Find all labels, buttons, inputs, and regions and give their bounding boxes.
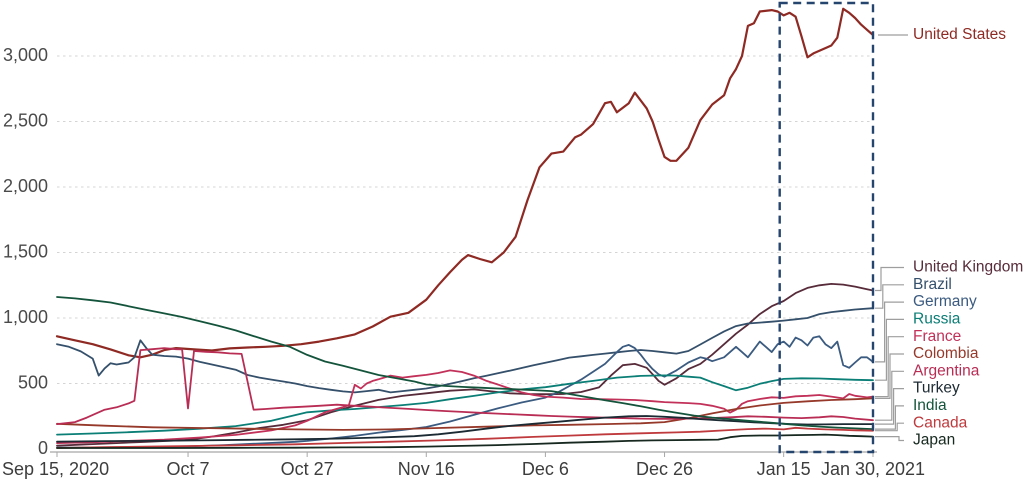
label-leader-line xyxy=(875,266,904,292)
x-tick-label: Dec 26 xyxy=(636,459,693,479)
series-label-russia[interactable]: Russia xyxy=(913,310,961,327)
series-line-argentina xyxy=(56,347,874,426)
y-tick-label: 500 xyxy=(18,372,48,392)
label-leader-line xyxy=(875,301,904,363)
x-tick-label: Oct 27 xyxy=(281,459,334,479)
date-range-highlight-box[interactable] xyxy=(778,1,875,454)
y-tick-label: 1,500 xyxy=(3,241,48,261)
series-line-brazil xyxy=(56,307,874,394)
label-leader-line xyxy=(875,405,904,430)
label-leader-line xyxy=(875,422,904,432)
label-leader-line xyxy=(875,370,904,421)
series-line-india xyxy=(56,296,874,431)
series-label-brazil[interactable]: Brazil xyxy=(913,276,952,293)
series-label-india[interactable]: India xyxy=(913,397,947,414)
y-tick-label: 3,000 xyxy=(3,45,48,65)
y-tick-label: 0 xyxy=(38,438,48,458)
x-tick-label: Nov 16 xyxy=(398,459,455,479)
y-tick-label: 2,500 xyxy=(3,110,48,130)
series-line-canada xyxy=(56,426,874,449)
label-leader-line xyxy=(875,336,904,398)
series-label-france[interactable]: France xyxy=(913,328,961,345)
x-tick-label: Sep 15, 2020 xyxy=(2,459,109,479)
x-tick-label: Dec 6 xyxy=(522,459,569,479)
series-label-japan[interactable]: Japan xyxy=(913,432,955,449)
series-label-united-kingdom[interactable]: United Kingdom xyxy=(913,259,1023,276)
x-tick-label: Jan 30, 2021 xyxy=(821,459,925,479)
y-tick-label: 1,000 xyxy=(3,307,48,327)
label-leader-line xyxy=(875,284,904,309)
label-leader-line xyxy=(875,436,904,442)
series-line-colombia xyxy=(56,397,874,431)
label-leader-line xyxy=(875,388,904,425)
series-line-russia xyxy=(56,374,874,436)
series-line-united-states xyxy=(55,7,875,359)
series-line-japan xyxy=(56,433,874,449)
label-leader-line xyxy=(875,318,904,381)
label-leader-line xyxy=(875,353,904,399)
y-tick-label: 2,000 xyxy=(3,176,48,196)
x-tick-label: Oct 7 xyxy=(167,459,210,479)
series-label-argentina[interactable]: Argentina xyxy=(913,362,980,379)
series-label-germany[interactable]: Germany xyxy=(913,293,977,310)
series-label-united-states[interactable]: United States xyxy=(913,26,1006,43)
series-label-colombia[interactable]: Colombia xyxy=(913,345,979,362)
series-label-canada[interactable]: Canada xyxy=(913,414,968,431)
x-tick-label: Jan 15 xyxy=(757,459,811,479)
series-line-france xyxy=(56,369,874,445)
series-label-turkey[interactable]: Turkey xyxy=(913,380,960,397)
